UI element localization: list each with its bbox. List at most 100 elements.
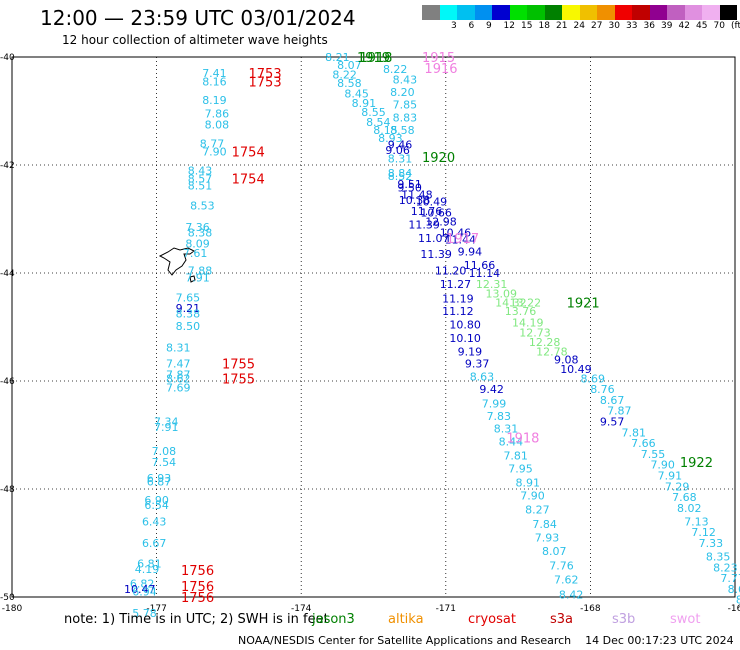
wave-height-label: 8.43 xyxy=(393,74,418,87)
legend-swatch xyxy=(719,5,737,20)
wave-height-label: 7.95 xyxy=(508,462,533,475)
y-tick-label: -48 xyxy=(0,485,15,495)
wave-height-label: 8.83 xyxy=(393,111,418,124)
wave-height-label: 8.51 xyxy=(188,180,213,193)
wave-height-label: 14.19 xyxy=(512,317,544,330)
y-tick-label: -46 xyxy=(0,377,15,387)
wave-height-label: 6.67 xyxy=(142,537,167,550)
wave-height-label: 9.57 xyxy=(600,416,625,429)
wave-height-label: 7.85 xyxy=(393,99,418,112)
wave-height-label: 8.15 xyxy=(373,124,398,137)
pass-time-label: 1756 xyxy=(181,564,214,579)
legend-label: 12 xyxy=(503,21,515,31)
wave-height-label: 7.91 xyxy=(154,421,179,434)
satellite-label: jason3 xyxy=(312,612,355,627)
wave-height-label: 7.87 xyxy=(166,369,191,382)
wave-height-label: 9.08 xyxy=(554,353,579,366)
wave-height-label: 7.76 xyxy=(549,560,574,573)
wave-height-label: 7.81 xyxy=(503,450,528,463)
legend-label: 36 xyxy=(643,21,655,31)
legend-swatch xyxy=(684,5,702,20)
wave-height-label: 8.58 xyxy=(337,77,362,90)
wave-height-label: 7.62 xyxy=(554,574,579,587)
wave-height-label: 8.77 xyxy=(200,137,225,150)
pass-time-label: 1918 xyxy=(506,432,539,447)
wave-height-label: 10.38 xyxy=(399,194,431,207)
wave-height-label: 14.32 xyxy=(495,297,527,310)
wave-height-label: 7.47 xyxy=(166,358,191,371)
pass-time-label: 1754 xyxy=(232,146,265,161)
wave-height-label: 8.2 xyxy=(736,594,740,607)
wave-height-label: 12.73 xyxy=(519,326,551,339)
legend-label: (ft) xyxy=(731,21,740,31)
footer-credit: NOAA/NESDIS Center for Satellite Applica… xyxy=(238,634,734,647)
wave-height-label: 8.07 xyxy=(542,545,567,558)
legend-swatch xyxy=(597,5,615,20)
wave-height-label: 7.65 xyxy=(176,291,201,304)
wave-height-label: 12.78 xyxy=(536,345,568,358)
island-outline xyxy=(189,275,196,283)
wave-height-label: 7.90 xyxy=(202,146,227,159)
wave-height-label: 12.98 xyxy=(425,216,457,229)
wave-height-label: 7.29 xyxy=(665,480,690,493)
wave-height-label: 7.36 xyxy=(185,221,210,234)
pass-time-label: 1919 xyxy=(357,51,390,66)
wave-height-label: 11.44 xyxy=(445,234,477,247)
wave-height-label: 7.91 xyxy=(185,271,210,284)
wave-height-label: 10.49 xyxy=(416,196,448,209)
wave-height-label: 8.67 xyxy=(600,394,625,407)
wave-height-label: 8.53 xyxy=(190,200,215,213)
wave-height-label: 8.52 xyxy=(388,170,413,183)
wave-height-label: 8.23 xyxy=(713,561,738,574)
wave-height-label: 10.10 xyxy=(449,332,481,345)
wave-height-label: 7.68 xyxy=(672,491,697,504)
wave-height-label: 10.80 xyxy=(449,318,481,331)
wave-height-label: 6.81 xyxy=(137,558,162,571)
wave-height-label: 7.87 xyxy=(607,405,632,418)
legend-label: 15 xyxy=(521,21,533,31)
wave-height-label: 8.07 xyxy=(337,59,362,72)
wave-height-label: 11.19 xyxy=(442,292,474,305)
wave-height-label: 11.07 xyxy=(418,232,450,245)
pass-time-label: 1753 xyxy=(249,67,282,82)
wave-height-label: 7.88 xyxy=(188,264,213,277)
wave-height-label: 11.39 xyxy=(408,218,440,231)
wave-height-label: 8.91 xyxy=(352,97,377,110)
wave-height-label: 8.57 xyxy=(188,173,213,186)
wave-height-label: 11.27 xyxy=(440,278,472,291)
wave-height-label: 11.12 xyxy=(442,305,474,318)
wave-height-label: 8.08 xyxy=(205,119,230,132)
wave-height-label: 8.50 xyxy=(176,320,201,333)
legend-label: 27 xyxy=(591,21,603,31)
pass-time-label: 1756 xyxy=(181,591,214,606)
wave-height-label: 8.02 xyxy=(677,502,702,515)
wave-height-label: 8.38 xyxy=(188,227,213,240)
wave-height-label: 8.63 xyxy=(470,371,495,384)
wave-height-label: 8.31 xyxy=(166,342,191,355)
wave-height-label: 6.54 xyxy=(144,499,169,512)
wave-height-label: 9.37 xyxy=(465,358,490,371)
wave-height-label: 9.50 xyxy=(397,182,422,195)
wave-height-label: 7.41 xyxy=(202,67,227,80)
wave-height-label: 7.90 xyxy=(520,489,545,502)
wave-height-label: 13.76 xyxy=(505,305,537,318)
wave-height-label: 7.12 xyxy=(691,526,716,539)
wave-height-label: 8.20 xyxy=(390,86,415,99)
wave-height-label: 9.19 xyxy=(458,345,483,358)
wave-height-label: 7.66 xyxy=(631,437,656,450)
wave-height-label: 9.46 xyxy=(388,138,413,151)
wave-height-label: 7.13 xyxy=(684,515,709,528)
legend-swatch xyxy=(527,5,545,20)
wave-height-label: 8.22 xyxy=(332,68,357,81)
legend-swatch xyxy=(702,5,720,20)
legend-label: 9 xyxy=(486,21,492,31)
wave-height-label: 9.42 xyxy=(479,383,504,396)
page-title: 12:00 — 23:59 UTC 03/01/2024 xyxy=(40,6,356,30)
wave-height-label: 9.94 xyxy=(458,245,483,258)
pass-time-label: 1916 xyxy=(424,62,457,77)
wave-height-label: 11.76 xyxy=(411,205,443,218)
wave-height-label: 9.51 xyxy=(397,178,422,191)
wave-height-label: 6.90 xyxy=(144,494,169,507)
wave-height-label: 7.54 xyxy=(152,456,177,469)
